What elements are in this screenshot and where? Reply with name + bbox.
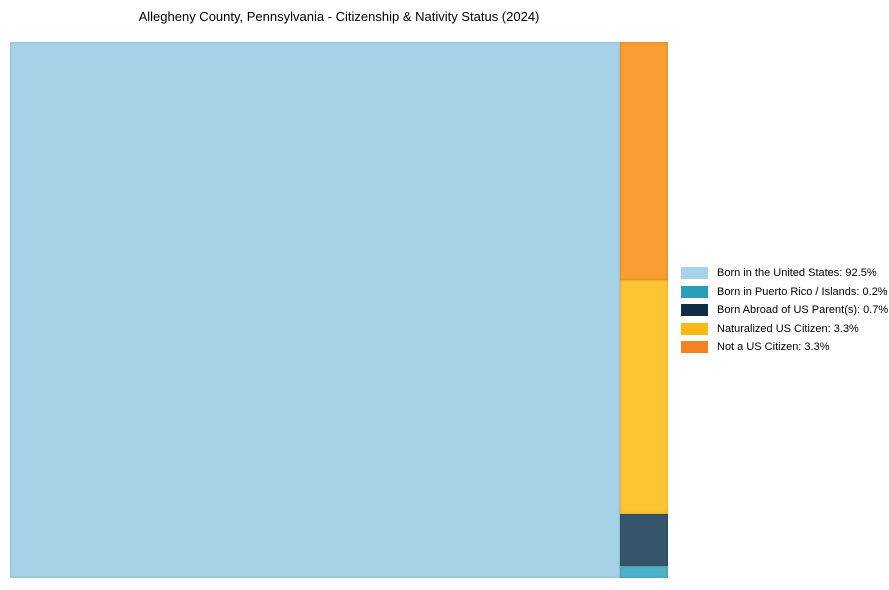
legend-label: Naturalized US Citizen: 3.3% bbox=[717, 322, 859, 335]
legend-label: Not a US Citizen: 3.3% bbox=[717, 341, 830, 353]
legend-swatch-naturalized-us-citizen bbox=[681, 322, 708, 335]
legend-item-not-a-us-citizen: Not a US Citizen: 3.3% bbox=[681, 341, 888, 353]
treemap-block-naturalized-us-citizen bbox=[620, 280, 668, 514]
citizenship-treemap bbox=[10, 42, 668, 578]
legend-swatch-born-in-united-states bbox=[681, 267, 708, 279]
legend-item-naturalized-us-citizen: Naturalized US Citizen: 3.3% bbox=[681, 322, 888, 335]
treemap-block-born-in-united-states bbox=[10, 42, 620, 578]
legend-swatch-born-in-puerto-rico-islands bbox=[681, 285, 708, 298]
treemap-block-born-in-puerto-rico-islands bbox=[620, 566, 668, 578]
legend-item-born-in-united-states: Born in the United States: 92.5% bbox=[681, 267, 888, 279]
legend-label: Born Abroad of US Parent(s): 0.7% bbox=[717, 304, 889, 316]
legend-label: Born in Puerto Rico / Islands: 0.2% bbox=[717, 285, 888, 298]
chart-title: Allegheny County, Pennsylvania - Citizen… bbox=[138, 9, 540, 24]
legend-swatch-born-abroad-of-us-parents bbox=[681, 304, 708, 316]
legend-swatch-not-a-us-citizen bbox=[681, 341, 708, 353]
chart-legend: Born in the United States: 92.5% Born in… bbox=[681, 267, 888, 360]
treemap-block-not-a-us-citizen bbox=[620, 42, 668, 280]
legend-item-born-abroad-of-us-parents: Born Abroad of US Parent(s): 0.7% bbox=[681, 304, 888, 316]
legend-label: Born in the United States: 92.5% bbox=[717, 267, 877, 279]
treemap-block-born-abroad-of-us-parents bbox=[620, 514, 668, 566]
legend-item-born-in-puerto-rico-islands: Born in Puerto Rico / Islands: 0.2% bbox=[681, 285, 888, 298]
